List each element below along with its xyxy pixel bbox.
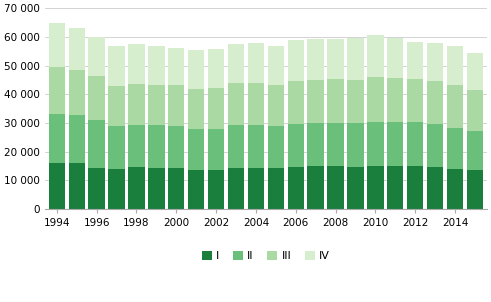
Bar — [347, 167, 364, 209]
Bar — [148, 168, 164, 209]
Bar — [49, 114, 65, 163]
Bar — [427, 43, 443, 81]
Legend: I, II, III, IV: I, II, III, IV — [197, 246, 334, 265]
Bar — [109, 46, 125, 86]
Bar — [407, 42, 423, 79]
Bar — [427, 124, 443, 167]
Bar — [188, 50, 204, 89]
Bar — [88, 120, 105, 168]
Bar — [208, 88, 224, 129]
Bar — [49, 23, 65, 67]
Bar — [407, 79, 423, 122]
Bar — [188, 129, 204, 170]
Bar — [427, 167, 443, 209]
Bar — [387, 166, 404, 209]
Bar — [188, 170, 204, 209]
Bar — [467, 53, 483, 91]
Bar — [387, 79, 404, 122]
Bar — [69, 115, 85, 163]
Bar — [367, 77, 383, 122]
Bar — [288, 124, 304, 167]
Bar — [49, 67, 65, 114]
Bar — [228, 168, 244, 209]
Bar — [88, 168, 105, 209]
Bar — [467, 130, 483, 170]
Bar — [307, 40, 324, 80]
Bar — [268, 169, 284, 209]
Bar — [248, 125, 264, 168]
Bar — [288, 81, 304, 124]
Bar — [447, 46, 463, 85]
Bar — [148, 46, 164, 85]
Bar — [407, 122, 423, 166]
Bar — [168, 48, 185, 85]
Bar — [347, 123, 364, 167]
Bar — [69, 69, 85, 115]
Bar — [109, 86, 125, 126]
Bar — [148, 85, 164, 125]
Bar — [88, 37, 105, 76]
Bar — [307, 80, 324, 123]
Bar — [268, 85, 284, 126]
Bar — [327, 39, 344, 79]
Bar — [268, 126, 284, 169]
Bar — [447, 85, 463, 128]
Bar — [88, 76, 105, 120]
Bar — [367, 166, 383, 209]
Bar — [387, 122, 404, 166]
Bar — [168, 126, 185, 169]
Bar — [228, 125, 244, 168]
Bar — [367, 34, 383, 77]
Bar — [347, 79, 364, 123]
Bar — [248, 83, 264, 125]
Bar — [188, 89, 204, 129]
Bar — [228, 44, 244, 83]
Bar — [327, 166, 344, 209]
Bar — [307, 166, 324, 209]
Bar — [248, 168, 264, 209]
Bar — [128, 125, 145, 167]
Bar — [427, 81, 443, 124]
Bar — [109, 169, 125, 209]
Bar — [288, 167, 304, 209]
Bar — [447, 128, 463, 169]
Bar — [148, 125, 164, 168]
Bar — [467, 170, 483, 209]
Bar — [248, 43, 264, 83]
Bar — [109, 126, 125, 169]
Bar — [128, 44, 145, 84]
Bar — [69, 28, 85, 69]
Bar — [208, 170, 224, 209]
Bar — [327, 79, 344, 123]
Bar — [49, 163, 65, 209]
Bar — [69, 163, 85, 209]
Bar — [288, 40, 304, 81]
Bar — [367, 122, 383, 166]
Bar — [387, 38, 404, 79]
Bar — [307, 123, 324, 166]
Bar — [208, 49, 224, 88]
Bar — [168, 169, 185, 209]
Bar — [327, 123, 344, 166]
Bar — [228, 83, 244, 125]
Bar — [447, 169, 463, 209]
Bar — [467, 91, 483, 130]
Bar — [128, 84, 145, 125]
Bar — [407, 166, 423, 209]
Bar — [168, 85, 185, 126]
Bar — [128, 167, 145, 209]
Bar — [347, 38, 364, 79]
Bar — [208, 129, 224, 170]
Bar — [268, 46, 284, 85]
